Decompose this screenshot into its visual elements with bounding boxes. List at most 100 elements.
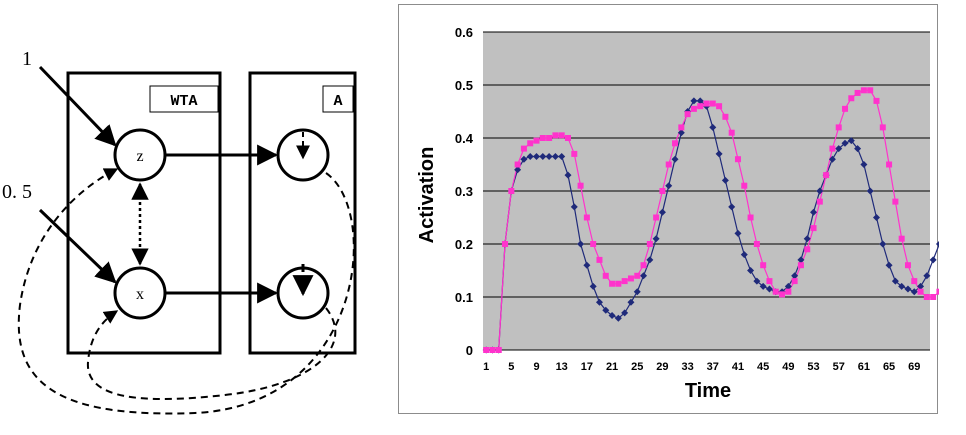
series-2-point <box>558 132 565 139</box>
series-1-point <box>910 288 918 296</box>
series-2-point <box>602 272 609 279</box>
series-2-point <box>640 262 647 269</box>
x-tick-label: 25 <box>631 361 643 373</box>
series-2-point <box>753 241 760 247</box>
series-1-point <box>564 171 572 179</box>
series-2-point <box>615 280 622 287</box>
wta-box <box>66 71 222 355</box>
series-1-point <box>558 153 566 161</box>
series-2-point <box>797 262 804 269</box>
series-2-point <box>779 291 786 298</box>
feedback-top-loop <box>17 168 355 415</box>
series-2-point <box>678 124 685 131</box>
series-1-point <box>551 153 559 161</box>
series-2-point <box>697 103 704 110</box>
series-1-point <box>923 272 931 280</box>
series-2-point <box>804 246 811 253</box>
series-1-point <box>583 261 591 269</box>
series-2-point <box>936 288 939 295</box>
series-1-point <box>917 282 925 290</box>
x-tick-label: 41 <box>732 361 744 373</box>
series-2-point <box>791 278 798 285</box>
activation-chart: 0 0.1 0.2 0.3 0.4 0.5 0.6 1 5 9 13 17 21 25 29 33 37 41 4… <box>416 25 939 402</box>
series-1-point <box>526 153 534 161</box>
node-x-label: x <box>136 286 144 303</box>
x-tick-label: 45 <box>757 361 769 373</box>
series-1-point <box>791 272 799 280</box>
series-2-point <box>816 198 823 205</box>
series-2-point <box>533 137 540 144</box>
series-2-point <box>527 140 534 147</box>
series-1-point <box>677 129 685 137</box>
series-1-point <box>835 145 843 153</box>
series-1-point <box>929 256 937 264</box>
series-2-point <box>672 140 679 147</box>
series-1-point <box>715 150 723 158</box>
series-1-point <box>841 139 849 147</box>
wta-label: WTA <box>170 93 197 110</box>
series-2-point <box>596 256 603 263</box>
series-1-point <box>721 176 729 184</box>
series-2-point <box>760 262 767 269</box>
series-2-point <box>766 278 773 285</box>
series-1-point <box>514 166 522 174</box>
y-tick-label: 0.1 <box>455 290 473 305</box>
series-2-point <box>854 89 861 96</box>
series-1-point <box>797 256 805 264</box>
series-2-point <box>564 135 571 141</box>
series-1-point <box>621 309 629 317</box>
series-1-point <box>589 282 597 290</box>
series-1-point <box>658 208 666 216</box>
series-1-point <box>854 145 862 153</box>
series-1-point <box>570 203 578 211</box>
series-1-point <box>627 298 635 306</box>
series-2-point <box>911 278 918 285</box>
input-x-arrow <box>38 208 117 284</box>
series-1-point <box>646 256 654 264</box>
series-1-point <box>545 153 553 161</box>
series-1-point <box>803 235 811 243</box>
series-1-point <box>640 272 648 280</box>
series-2-point <box>634 272 641 279</box>
a-label-box <box>322 85 354 113</box>
series-1-point <box>740 251 748 259</box>
series-2-point <box>646 241 653 247</box>
series-2-point <box>873 97 880 104</box>
series-1-point <box>577 240 585 248</box>
series-1-point <box>891 277 899 285</box>
series-2-point <box>886 161 893 168</box>
series-1-point <box>595 298 603 306</box>
a-label: A <box>333 93 342 110</box>
x-tick-label: 21 <box>606 361 618 373</box>
series-2-point <box>520 145 527 152</box>
chart-frame: 0 0.1 0.2 0.3 0.4 0.5 0.6 1 5 9 13 17 21 25 29 33 37 41 4… <box>398 4 939 414</box>
x-tick-label: 37 <box>707 361 719 373</box>
y-tick-label: 0.6 <box>455 25 473 40</box>
series-2-point <box>489 347 496 353</box>
series-2-point <box>879 124 886 131</box>
series-1-point <box>935 240 939 248</box>
series-1-point <box>759 282 767 290</box>
x-tick-label: 9 <box>533 361 539 373</box>
x-tick-label: 5 <box>508 361 514 373</box>
series-2-point <box>621 278 628 285</box>
series-2-point <box>609 280 616 287</box>
x-tick-label: 57 <box>833 361 845 373</box>
x-tick-label: 1 <box>483 361 489 373</box>
series-1-point <box>765 285 773 293</box>
series-2-point <box>728 129 735 136</box>
series-2-point <box>835 124 842 131</box>
x-axis-label: Time <box>685 380 731 402</box>
series-2-point <box>659 188 666 194</box>
series-2-point <box>703 100 710 107</box>
x-tick-label: 69 <box>908 361 920 373</box>
series-2-point <box>709 100 716 107</box>
series-1-point <box>747 267 755 274</box>
x-tick-label: 13 <box>556 361 568 373</box>
series-2-point <box>583 214 590 221</box>
y-axis-label: Activation <box>416 147 438 244</box>
series-2-point <box>539 135 546 141</box>
series-2-point <box>892 198 899 205</box>
series-2-point <box>930 294 937 300</box>
series-1-point <box>828 155 836 163</box>
